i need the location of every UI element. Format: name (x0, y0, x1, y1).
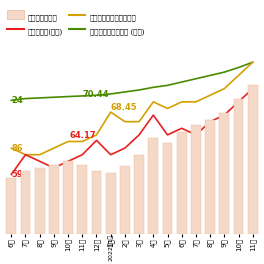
Bar (6, 178, 16, 234)
Bar (219, 114, 229, 234)
Bar (92, 171, 101, 234)
Bar (77, 165, 87, 234)
Bar (191, 125, 201, 234)
Text: 24: 24 (11, 96, 23, 105)
Bar (163, 143, 172, 234)
Text: 86: 86 (11, 144, 23, 153)
Bar (106, 173, 116, 234)
Text: 70.44: 70.44 (82, 90, 109, 99)
Text: 2022年1月: 2022年1月 (108, 234, 114, 261)
Bar (35, 168, 45, 234)
Bar (21, 171, 30, 234)
Bar (134, 155, 144, 234)
Bar (63, 161, 73, 234)
Bar (49, 165, 59, 234)
Text: 68.45: 68.45 (111, 103, 137, 112)
Legend: 販売中の物件数, 成約㎡単価(万円), 新規売出し物件の㎡単価, 販売中物件の㎡単価 (万円): 販売中の物件数, 成約㎡単価(万円), 新規売出し物件の㎡単価, 販売中物件の㎡… (7, 10, 144, 35)
Text: 64.17: 64.17 (70, 131, 97, 140)
Bar (205, 120, 215, 234)
Bar (177, 131, 187, 234)
Bar (248, 85, 258, 234)
Bar (234, 98, 243, 234)
Text: 59: 59 (11, 170, 23, 179)
Bar (148, 138, 158, 234)
Bar (120, 166, 130, 234)
